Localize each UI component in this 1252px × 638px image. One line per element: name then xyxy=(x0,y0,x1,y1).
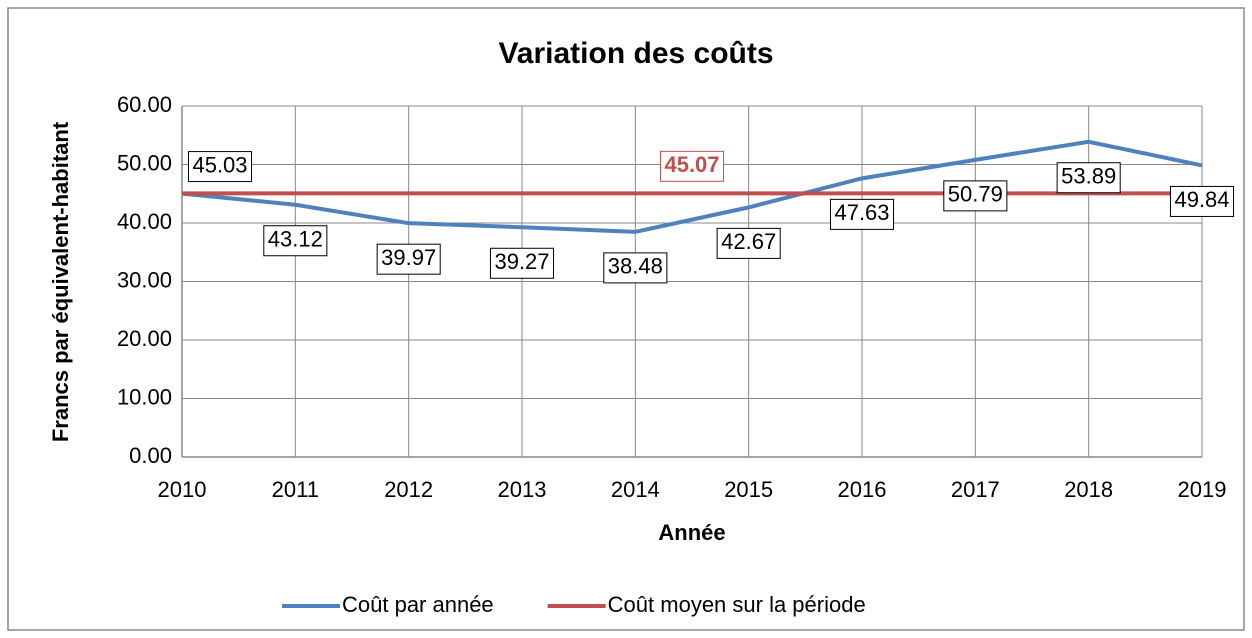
x-tick-label: 2010 xyxy=(158,477,207,502)
x-tick-label: 2019 xyxy=(1178,477,1227,502)
data-label-box xyxy=(1056,162,1121,194)
x-tick-label: 2011 xyxy=(272,477,319,502)
data-label-box xyxy=(603,252,668,284)
data-label-box xyxy=(187,151,253,183)
data-label-box xyxy=(489,247,555,279)
data-label: 53.89 xyxy=(1061,164,1116,189)
y-axis-label: Francs par équivalent-habitant xyxy=(48,121,73,442)
x-tick-label: 2013 xyxy=(498,477,547,502)
y-tick-label: 20.00 xyxy=(117,326,172,351)
data-label: 39.97 xyxy=(381,245,436,270)
data-label: 47.63 xyxy=(834,200,889,225)
data-label: 42.67 xyxy=(721,229,776,254)
x-axis-label: Année xyxy=(658,520,725,545)
data-label: 43.12 xyxy=(268,227,323,252)
y-tick-label: 30.00 xyxy=(117,267,172,292)
y-tick-label: 40.00 xyxy=(117,209,172,234)
x-tick-label: 2014 xyxy=(611,477,660,502)
x-tick-label: 2018 xyxy=(1064,477,1113,502)
data-label: 49.84 xyxy=(1174,187,1229,212)
data-label-box xyxy=(1169,185,1235,217)
y-tick-label: 60.00 xyxy=(117,92,172,117)
data-label: 45.03 xyxy=(192,152,247,177)
data-label: 39.27 xyxy=(494,249,549,274)
chart-border xyxy=(7,7,1245,631)
legend-label: Coût moyen sur la période xyxy=(608,592,866,617)
data-label-box xyxy=(943,180,1008,212)
x-tick-label: 2012 xyxy=(384,477,433,502)
data-label-box xyxy=(659,150,725,182)
data-label-box xyxy=(829,198,895,230)
x-tick-label: 2015 xyxy=(724,477,773,502)
data-label: 50.79 xyxy=(948,182,1003,207)
x-tick-label: 2016 xyxy=(838,477,887,502)
legend-label: Coût par année xyxy=(342,592,494,617)
data-label: 45.07 xyxy=(664,152,719,177)
data-label-box xyxy=(376,243,441,275)
data-label-box xyxy=(716,227,781,259)
x-tick-label: 2017 xyxy=(951,477,1000,502)
y-tick-label: 50.00 xyxy=(117,150,172,175)
data-label: 38.48 xyxy=(608,254,663,279)
chart-title: Variation des coûts xyxy=(498,37,773,70)
y-tick-label: 10.00 xyxy=(117,384,172,409)
data-label-box xyxy=(263,225,328,257)
series-line xyxy=(181,139,1203,234)
y-tick-label: 0.00 xyxy=(129,443,172,468)
